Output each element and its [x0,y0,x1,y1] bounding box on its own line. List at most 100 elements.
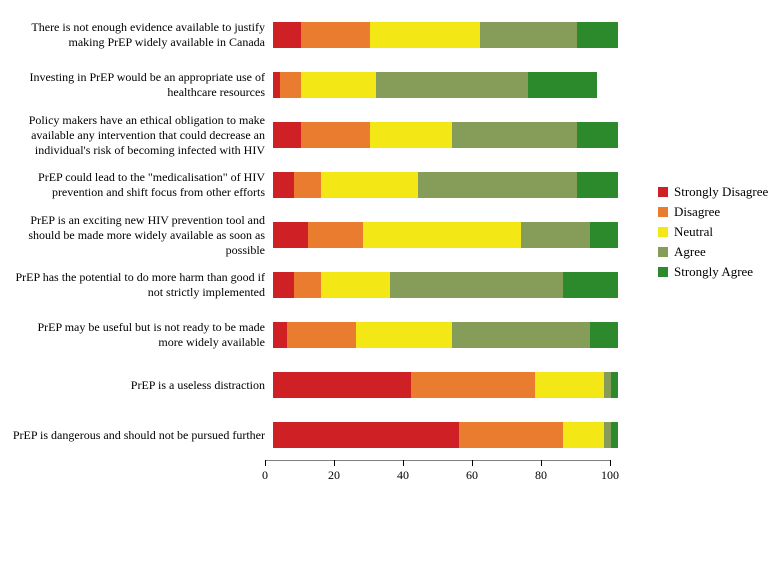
row-label: Policy makers have an ethical obligation… [10,113,273,158]
chart-row: PrEP is dangerous and should not be purs… [10,410,640,460]
bar-track [273,22,618,48]
axis-tick-label: 40 [397,468,409,483]
bar-segment [563,272,618,298]
bar-track [273,172,618,198]
row-label: PrEP is an exciting new HIV prevention t… [10,213,273,258]
chart-row: Investing in PrEP would be an appropriat… [10,60,640,110]
row-label: There is not enough evidence available t… [10,20,273,50]
axis-tick [403,460,404,466]
bar-segment [273,122,301,148]
bar-segment [273,322,287,348]
chart-row: There is not enough evidence available t… [10,10,640,60]
bar-segment [308,222,363,248]
chart-row: PrEP has the potential to do more harm t… [10,260,640,310]
bar-segment [356,322,453,348]
row-label: PrEP is dangerous and should not be purs… [10,428,273,443]
bar-segment [273,422,459,448]
bar-segment [370,22,480,48]
bar-segment [604,422,611,448]
axis-tick [472,460,473,466]
bar-segment [287,322,356,348]
bar-segment [411,372,535,398]
bar-segment [611,372,618,398]
bar-segment [273,72,280,98]
bar-segment [452,322,590,348]
legend-swatch [658,227,668,237]
chart-plot-area: There is not enough evidence available t… [10,10,640,488]
legend-label: Strongly Agree [674,264,753,280]
bar-segment [528,72,597,98]
bar-segment [273,172,294,198]
bar-segment [577,172,618,198]
x-axis: 0 20 40 60 80 100 [10,460,640,488]
row-label: PrEP has the potential to do more harm t… [10,270,273,300]
chart-row: PrEP is an exciting new HIV prevention t… [10,210,640,260]
legend-item: Disagree [658,204,768,220]
legend-swatch [658,267,668,277]
axis-tick-label: 60 [466,468,478,483]
axis-tick-label: 0 [262,468,268,483]
bar-segment [611,422,618,448]
bar-segment [418,172,577,198]
bar-segment [294,172,322,198]
axis-tick-label: 100 [601,468,619,483]
legend: Strongly Disagree Disagree Neutral Agree Str… [658,180,768,284]
bar-segment [376,72,528,98]
bar-track [273,272,618,298]
bar-segment [577,122,618,148]
bar-track [273,222,618,248]
bar-track [273,322,618,348]
axis-tick [265,460,266,466]
bar-segment [577,22,618,48]
chart-row: PrEP could lead to the "medicalisation" … [10,160,640,210]
bar-segment [273,372,411,398]
bar-track [273,122,618,148]
row-label: PrEP may be useful but is not ready to b… [10,320,273,350]
bar-segment [363,222,522,248]
bar-track [273,72,618,98]
bar-segment [301,122,370,148]
bar-segment [521,222,590,248]
row-label: PrEP is a useless distraction [10,378,273,393]
bar-segment [321,272,390,298]
bar-track [273,422,618,448]
bar-track [273,372,618,398]
bar-segment [390,272,563,298]
axis-tick-label: 80 [535,468,547,483]
legend-item: Neutral [658,224,768,240]
bar-segment [459,422,563,448]
bar-segment [321,172,418,198]
legend-label: Disagree [674,204,720,220]
bar-segment [535,372,604,398]
legend-label: Neutral [674,224,713,240]
bar-segment [273,22,301,48]
legend-label: Strongly Disagree [674,184,768,200]
chart-row: PrEP is a useless distraction [10,360,640,410]
axis-tick [610,460,611,466]
bar-segment [301,72,377,98]
bar-segment [273,272,294,298]
legend-swatch [658,207,668,217]
chart-row: Policy makers have an ethical obligation… [10,110,640,160]
row-label: Investing in PrEP would be an appropriat… [10,70,273,100]
bar-segment [301,22,370,48]
legend-item: Strongly Agree [658,264,768,280]
legend-label: Agree [674,244,706,260]
chart-container: There is not enough evidence available t… [10,10,773,488]
axis-tick [334,460,335,466]
row-label: PrEP could lead to the "medicalisation" … [10,170,273,200]
bar-segment [294,272,322,298]
bar-segment [590,222,618,248]
bar-segment [370,122,453,148]
bar-segment [280,72,301,98]
legend-swatch [658,247,668,257]
bar-segment [452,122,576,148]
chart-row: PrEP may be useful but is not ready to b… [10,310,640,360]
legend-item: Strongly Disagree [658,184,768,200]
bar-segment [480,22,577,48]
bar-segment [563,422,604,448]
axis-tick-label: 20 [328,468,340,483]
legend-item: Agree [658,244,768,260]
axis-tick [541,460,542,466]
bar-segment [604,372,611,398]
